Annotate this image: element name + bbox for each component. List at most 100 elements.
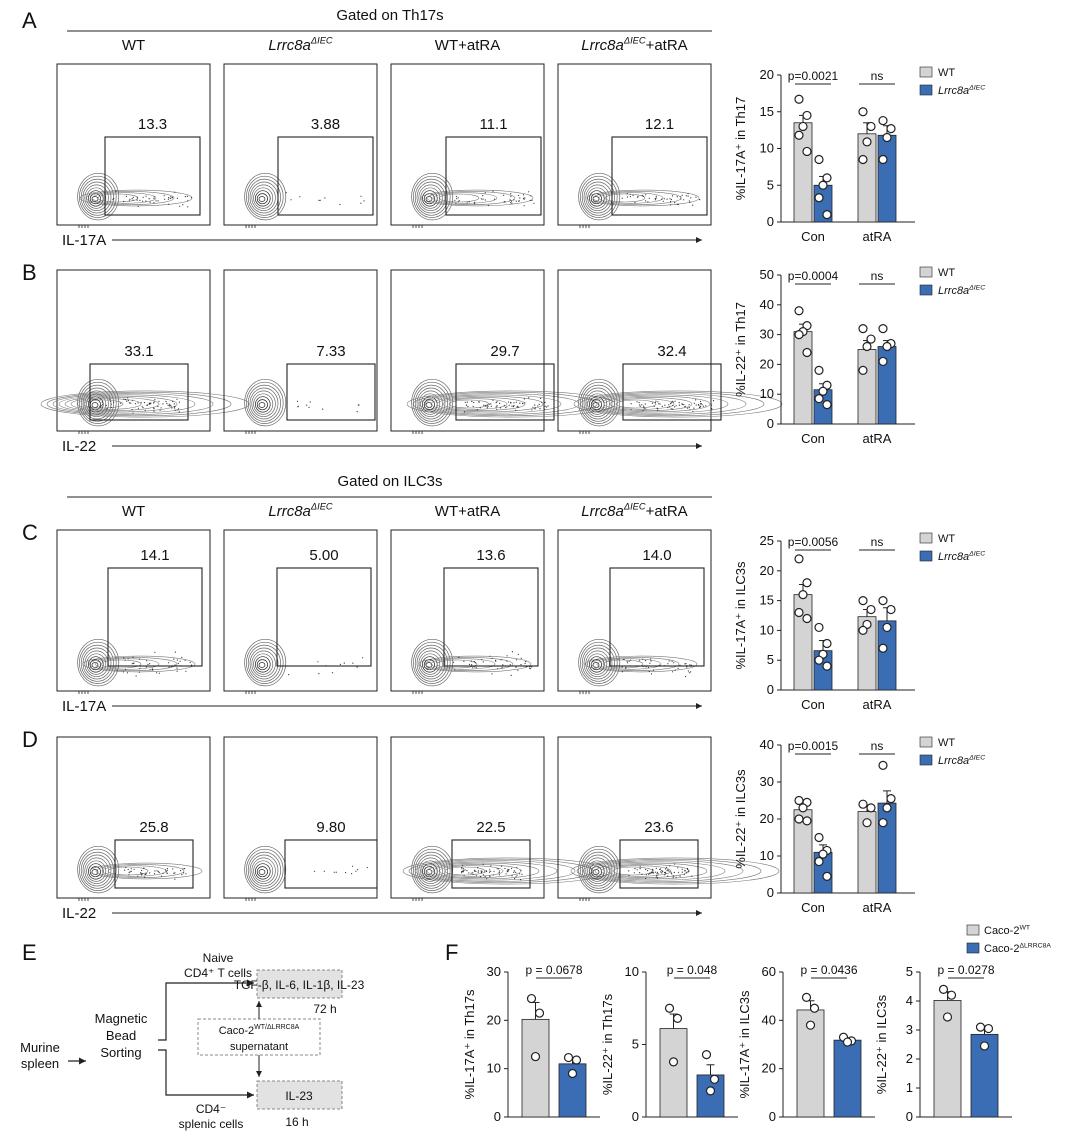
event-dot — [105, 408, 107, 410]
density-contour — [89, 659, 101, 671]
event-dot — [674, 669, 676, 671]
event-dot — [677, 871, 680, 873]
event-dot — [617, 658, 619, 660]
event-dot — [491, 673, 493, 675]
event-dot — [493, 870, 495, 872]
event-dot — [470, 872, 472, 874]
bar-chart-F1: 0 10 20 30 %IL-17A⁺ in Th17s p = 0.0678 — [462, 963, 600, 1124]
density-contour — [581, 644, 615, 682]
density-contour — [615, 399, 657, 409]
event-dot — [625, 667, 627, 669]
data-point — [794, 607, 804, 618]
flow-frame — [557, 529, 712, 692]
event-dot — [645, 660, 647, 662]
data-point — [801, 992, 812, 1002]
event-dot — [168, 203, 170, 205]
x-category-label: Con — [801, 229, 825, 244]
event-dot — [544, 401, 546, 404]
density-contour — [79, 848, 117, 891]
event-dot — [712, 400, 715, 402]
density-contour — [408, 858, 594, 884]
event-dot — [634, 868, 636, 870]
event-dot — [674, 406, 676, 408]
event-dot — [106, 407, 108, 409]
event-dot — [519, 873, 521, 875]
gate-box — [284, 839, 378, 889]
density-contour — [88, 190, 104, 207]
flow-frame — [390, 269, 545, 432]
event-dot — [670, 403, 672, 405]
event-dot — [141, 869, 143, 872]
event-dot — [130, 402, 132, 404]
event-dot — [468, 201, 470, 203]
density-contour — [580, 641, 618, 684]
data-point — [814, 193, 824, 203]
density-contour — [40, 390, 250, 418]
event-dot — [123, 657, 125, 659]
event-dot — [511, 202, 513, 204]
event-dot — [482, 874, 485, 876]
density-contour — [246, 848, 284, 891]
density-contour — [79, 175, 117, 218]
y-tick-label: 4 — [906, 993, 913, 1008]
event-dot — [478, 401, 480, 403]
density-contour — [255, 656, 271, 673]
event-dot — [537, 405, 539, 407]
event-dot — [463, 411, 466, 413]
density-contour — [448, 399, 490, 409]
comparison-label: p=0.0004 — [788, 269, 839, 283]
density-contour — [413, 641, 451, 684]
event-dot — [626, 662, 629, 664]
event-dot — [510, 202, 512, 204]
data-point — [802, 110, 812, 121]
data-point — [802, 347, 812, 358]
event-dot — [484, 871, 486, 873]
event-dot — [632, 194, 634, 197]
data-point — [672, 1013, 683, 1024]
flow-axis-label-C: IL-17A — [62, 698, 106, 715]
event-dot — [534, 404, 536, 406]
event-dot — [126, 400, 128, 402]
event-dot — [356, 411, 358, 413]
event-dot — [657, 409, 659, 411]
event-dot — [171, 196, 174, 198]
event-dot — [143, 867, 145, 869]
density-contour — [424, 657, 514, 671]
event-dot — [149, 669, 151, 671]
event-dot — [643, 406, 645, 409]
event-dot — [455, 195, 457, 198]
event-dot — [507, 870, 509, 872]
data-point — [822, 210, 832, 220]
event-dot — [687, 670, 690, 672]
gate-percentage: 13.6 — [476, 547, 505, 564]
event-dot — [685, 663, 687, 665]
event-dot — [641, 873, 643, 875]
event-dot — [140, 874, 142, 876]
panel-letter-F: F — [445, 940, 458, 965]
event-dot — [523, 398, 526, 400]
event-dot — [335, 871, 337, 873]
density-contour — [582, 860, 744, 882]
density-contour — [95, 864, 185, 878]
event-dot — [139, 658, 141, 660]
event-dot — [352, 662, 354, 664]
event-dot — [655, 197, 657, 199]
event-dot — [166, 869, 168, 872]
density-contour — [604, 193, 646, 203]
event-dot — [474, 662, 476, 664]
density-contour — [594, 862, 708, 880]
event-dot — [318, 673, 320, 675]
event-dot — [654, 871, 656, 873]
event-dot — [477, 871, 479, 873]
density-contour — [247, 644, 281, 682]
event-dot — [511, 875, 513, 877]
event-dot — [109, 400, 111, 402]
event-dot — [510, 195, 512, 197]
density-contour — [579, 391, 765, 417]
event-dot — [688, 406, 690, 409]
density-contour — [84, 857, 109, 885]
event-dot — [484, 192, 486, 194]
event-dot — [541, 401, 543, 403]
event-dot — [629, 196, 632, 198]
event-dot — [158, 871, 160, 874]
